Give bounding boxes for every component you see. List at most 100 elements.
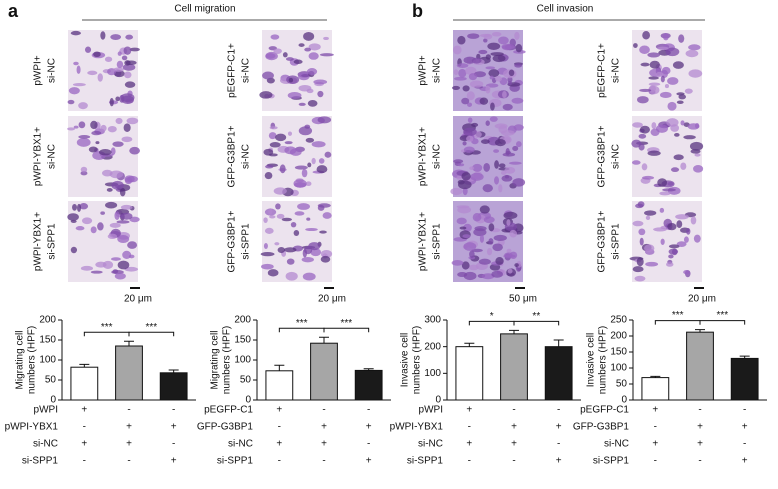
bar xyxy=(354,369,383,401)
condition-mark: - xyxy=(698,456,701,467)
cell xyxy=(76,137,91,147)
cell xyxy=(680,162,687,170)
cell xyxy=(124,60,131,66)
cell xyxy=(129,146,140,155)
cell xyxy=(473,228,487,237)
condition-mark: - xyxy=(512,405,515,416)
row-label: si-SPP1 xyxy=(432,223,443,260)
cell xyxy=(305,227,318,232)
cell xyxy=(639,237,644,246)
cell xyxy=(98,149,112,156)
cell xyxy=(113,70,125,78)
cell xyxy=(305,181,312,187)
cell xyxy=(87,70,98,76)
cell xyxy=(115,96,120,102)
cell xyxy=(123,123,131,132)
cell xyxy=(129,47,140,52)
cell xyxy=(686,228,691,235)
row-label: pWPI-YBX1+ xyxy=(418,212,429,271)
cell xyxy=(454,76,467,81)
cell xyxy=(466,91,475,101)
cell xyxy=(516,141,522,148)
cell xyxy=(515,44,523,53)
cell xyxy=(105,201,118,209)
cell xyxy=(284,247,297,253)
cell xyxy=(276,213,285,219)
condition-mark: + xyxy=(511,439,517,450)
cell xyxy=(482,184,493,193)
cell xyxy=(472,163,483,172)
cell xyxy=(508,69,515,77)
cell xyxy=(676,100,684,105)
cell xyxy=(452,85,461,90)
cell xyxy=(647,150,661,156)
cell xyxy=(90,226,97,234)
cell xyxy=(457,180,472,190)
condition-mark: + xyxy=(321,439,327,450)
cell xyxy=(80,265,94,271)
cell xyxy=(311,141,326,148)
cell xyxy=(485,85,491,94)
row-label: pWPI+ xyxy=(33,55,44,85)
row-label: si-NC xyxy=(241,144,252,169)
cell xyxy=(275,133,287,142)
cell xyxy=(88,146,98,153)
condition-mark: - xyxy=(654,422,657,433)
cell xyxy=(294,165,308,170)
cell xyxy=(461,171,471,181)
y-tick-label: 200 xyxy=(610,331,627,342)
condition-mark: - xyxy=(127,405,130,416)
cell xyxy=(498,163,506,168)
cell xyxy=(80,166,88,173)
cell xyxy=(95,141,100,145)
condition-mark: + xyxy=(366,456,372,467)
condition-mark: + xyxy=(276,405,282,416)
cell xyxy=(504,174,510,179)
cell xyxy=(110,34,122,40)
cell xyxy=(667,223,677,231)
row-label: si-NC xyxy=(432,144,443,169)
cell xyxy=(453,159,464,164)
cell xyxy=(109,170,124,179)
cell xyxy=(504,166,516,174)
cell xyxy=(688,44,701,51)
condition-label: GFP-G3BP1 xyxy=(573,422,630,433)
cell xyxy=(462,85,470,92)
cell xyxy=(80,171,88,176)
cell xyxy=(77,203,82,212)
cell xyxy=(479,205,490,214)
cell xyxy=(632,220,644,227)
cell xyxy=(467,33,480,39)
condition-mark: - xyxy=(557,405,560,416)
condition-label: pWPI xyxy=(419,405,443,416)
cell xyxy=(494,176,500,185)
row-label: pEGFP-C1+ xyxy=(597,43,608,98)
cell xyxy=(112,141,124,147)
cell xyxy=(463,223,472,232)
cell xyxy=(466,135,474,142)
cell xyxy=(678,94,686,100)
condition-mark: - xyxy=(468,422,471,433)
condition-mark: + xyxy=(171,456,177,467)
cell xyxy=(494,75,503,82)
condition-mark: + xyxy=(652,405,658,416)
cell xyxy=(274,242,280,246)
cell xyxy=(277,246,286,254)
cell xyxy=(285,57,294,61)
significance-label: *** xyxy=(672,310,684,321)
cell xyxy=(267,269,279,277)
cell xyxy=(318,158,325,164)
cell xyxy=(303,31,315,41)
error-bar xyxy=(168,369,179,373)
cell xyxy=(114,272,126,280)
cell xyxy=(471,57,482,64)
condition-mark: - xyxy=(322,405,325,416)
cell xyxy=(121,55,128,61)
cell xyxy=(631,160,641,165)
y-axis-label: numbers (HPF) xyxy=(222,326,233,394)
cell xyxy=(648,76,659,80)
condition-mark: - xyxy=(83,422,86,433)
row-label: GFP-G3BP1+ xyxy=(597,125,608,187)
cell xyxy=(127,241,138,249)
